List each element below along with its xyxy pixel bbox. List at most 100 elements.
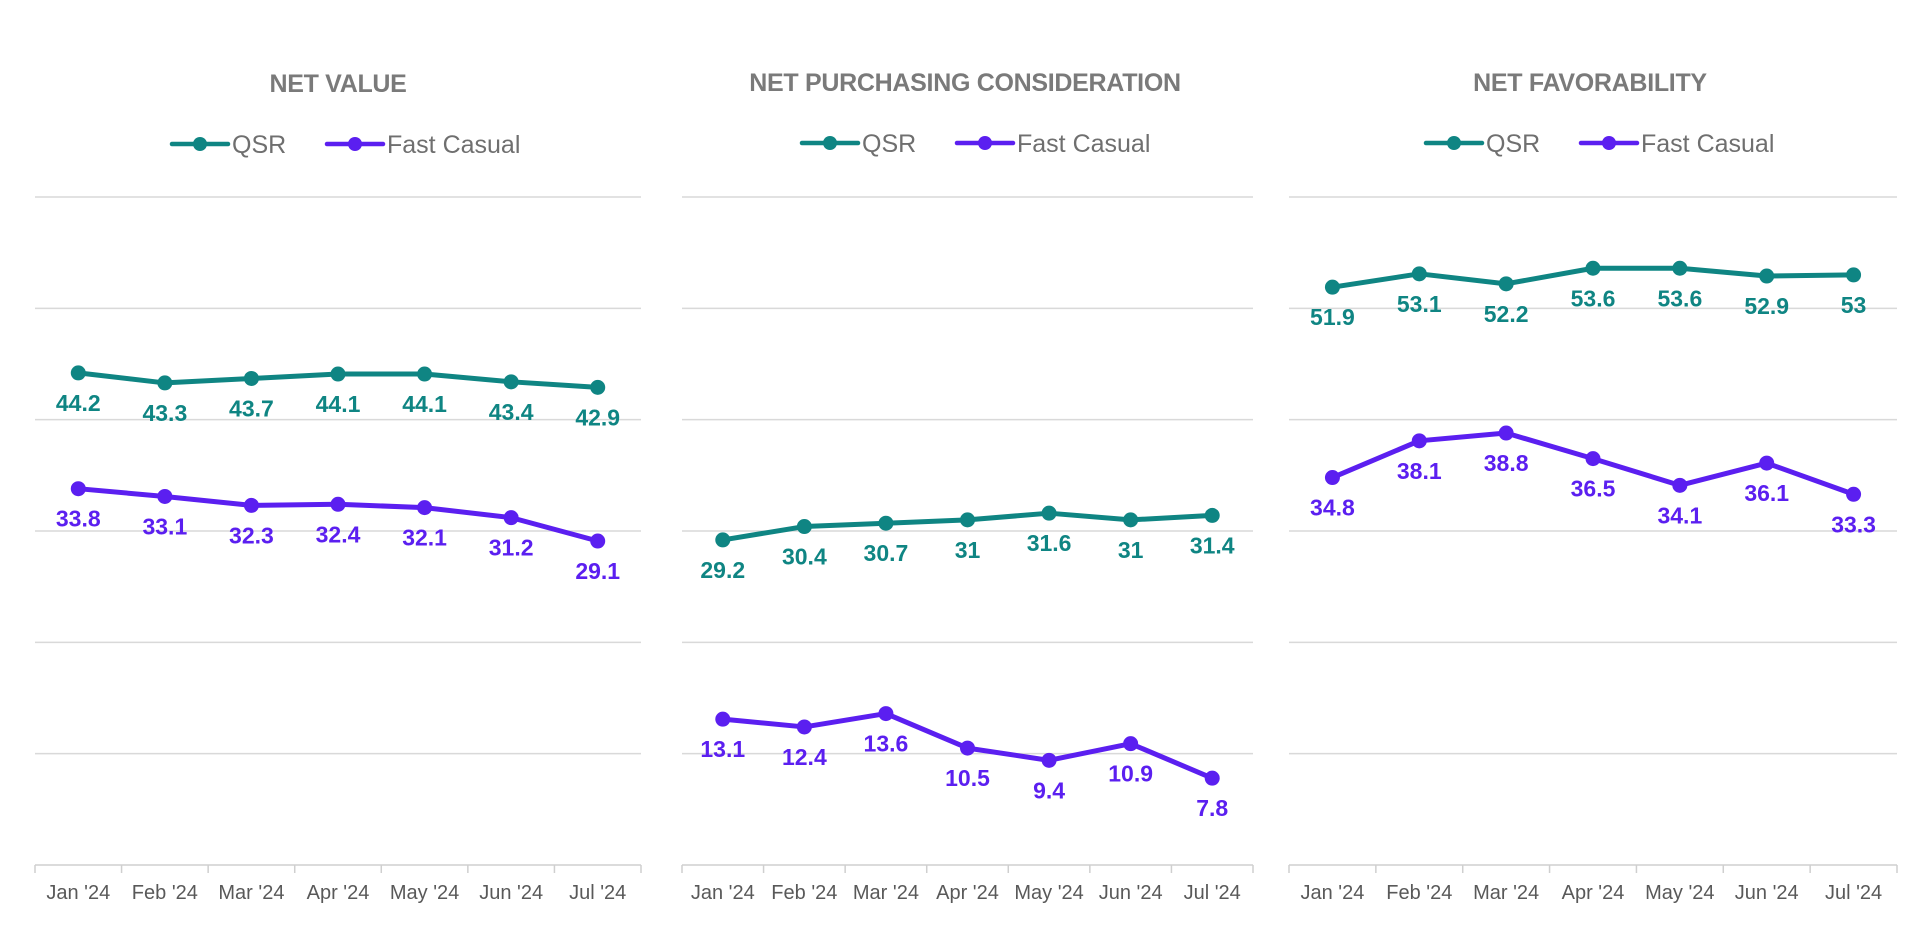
- data-point: [715, 532, 731, 548]
- x-tick-label: Apr '24: [1562, 882, 1625, 904]
- x-tick-label: Apr '24: [936, 882, 999, 904]
- data-label: 43.3: [142, 400, 187, 426]
- data-label: 30.4: [782, 544, 827, 570]
- x-tick-label: Jun '24: [479, 882, 543, 904]
- gridlines: [682, 196, 1253, 755]
- x-tick-label: Mar '24: [218, 882, 284, 904]
- data-point: [1672, 477, 1688, 493]
- x-tick-label: Jan '24: [1300, 882, 1364, 904]
- legend-item-fast-casual: Fast Casual: [1578, 130, 1774, 158]
- data-point: [243, 370, 259, 386]
- x-tick-label: May '24: [390, 882, 459, 904]
- data-point: [1846, 267, 1862, 283]
- data-point: [1759, 268, 1775, 284]
- data-label: 30.7: [864, 540, 909, 566]
- legend-dot-marker: [1602, 136, 1616, 150]
- legend-label: QSR: [862, 130, 916, 158]
- x-tick-label: Feb '24: [1386, 882, 1452, 904]
- data-label: 53.6: [1657, 285, 1702, 311]
- chart-panel-net-favorability: NET FAVORABILITY QSR Fast Casual Jan '24 F…: [1288, 69, 1898, 904]
- series-qsr: 44.2 43.3 43.7 44.1 44.1 43.4 42.9: [56, 365, 620, 430]
- data-label: 31: [1118, 537, 1144, 563]
- series-layer: 44.2 43.3 43.7 44.1 44.1 43.4 42.9 33.8 33.1 32.3…: [56, 365, 620, 584]
- data-label: 32.4: [316, 521, 361, 547]
- data-label: 32.3: [229, 522, 274, 548]
- data-point: [1123, 736, 1139, 752]
- gridlines: [1289, 196, 1897, 755]
- data-point: [796, 519, 812, 535]
- data-label: 52.9: [1744, 293, 1789, 319]
- x-tick-label: Apr '24: [307, 882, 370, 904]
- data-point: [1041, 505, 1057, 521]
- data-point: [1204, 770, 1220, 786]
- legend-label: QSR: [1486, 130, 1540, 158]
- data-point: [243, 497, 259, 513]
- data-label: 13.1: [700, 736, 745, 762]
- gridlines: [35, 196, 641, 755]
- data-point: [503, 374, 519, 390]
- x-axis: Jan '24 Feb '24 Mar '24 Apr '24 May '24 Jun '…: [1288, 864, 1898, 904]
- legend: QSR Fast Casual: [169, 131, 520, 159]
- data-point: [70, 481, 86, 497]
- chart-title: NET FAVORABILITY: [1473, 69, 1707, 97]
- series-fast-casual: 34.8 38.1 38.8 36.5 34.1 36.1 33.3: [1310, 425, 1876, 537]
- data-point: [70, 365, 86, 381]
- x-tick-label: Jul '24: [1184, 882, 1241, 904]
- data-point: [1204, 507, 1220, 523]
- data-label: 34.1: [1657, 502, 1702, 528]
- data-point: [1498, 276, 1514, 292]
- legend-label: QSR: [232, 131, 286, 159]
- x-tick-label: May '24: [1014, 882, 1083, 904]
- data-point: [157, 375, 173, 391]
- series-qsr: 51.9 53.1 52.2 53.6 53.6 52.9 53: [1310, 260, 1866, 330]
- data-point: [330, 366, 346, 382]
- data-point: [878, 515, 894, 531]
- data-label: 12.4: [782, 744, 827, 770]
- data-label: 31.4: [1190, 532, 1235, 558]
- data-point: [330, 496, 346, 512]
- x-tick-label: Mar '24: [853, 882, 919, 904]
- data-label: 9.4: [1033, 777, 1065, 803]
- data-label: 43.7: [229, 395, 274, 421]
- data-point: [417, 500, 433, 516]
- data-point: [715, 711, 731, 727]
- data-label: 42.9: [575, 404, 620, 430]
- data-point: [590, 533, 606, 549]
- x-tick-label: Feb '24: [771, 882, 837, 904]
- data-label: 44.1: [402, 391, 447, 417]
- x-tick-label: May '24: [1645, 882, 1714, 904]
- data-label: 33.3: [1831, 511, 1876, 537]
- data-point: [960, 740, 975, 756]
- x-tick-label: Jan '24: [46, 882, 110, 904]
- legend-dot-marker: [348, 137, 362, 151]
- x-tick-label: Jan '24: [691, 882, 755, 904]
- data-label: 38.8: [1484, 450, 1529, 476]
- series-layer: 29.2 30.4 30.7 31 31.6 31 31.4 13.1 12.4 13.6 10.5…: [700, 505, 1235, 821]
- legend-dot-marker: [193, 137, 207, 151]
- data-label: 29.1: [575, 558, 620, 584]
- data-label: 32.1: [402, 525, 447, 551]
- chart-title: NET VALUE: [269, 70, 406, 98]
- series-fast-casual: 33.8 33.1 32.3 32.4 32.1 31.2 29.1: [56, 481, 620, 584]
- legend-item-qsr: QSR: [1423, 130, 1540, 158]
- series-qsr: 29.2 30.4 30.7 31 31.6 31 31.4: [700, 505, 1235, 583]
- data-point: [1846, 486, 1862, 502]
- data-label: 31.2: [489, 535, 534, 561]
- legend-dot-marker: [823, 136, 837, 150]
- x-axis: Jan '24 Feb '24 Mar '24 Apr '24 May '24 Jun '…: [681, 864, 1254, 904]
- data-point: [1759, 455, 1775, 471]
- chart-panel-net-purchasing-consideration: NET PURCHASING CONSIDERATION QSR Fast Cas…: [681, 69, 1254, 904]
- data-point: [157, 488, 173, 504]
- data-point: [1498, 425, 1514, 441]
- data-label: 29.2: [700, 557, 745, 583]
- data-point: [960, 512, 975, 528]
- data-label: 38.1: [1397, 458, 1442, 484]
- data-label: 10.5: [945, 765, 990, 791]
- series-fast-casual: 13.1 12.4 13.6 10.5 9.4 10.9 7.8: [700, 706, 1228, 821]
- data-point: [503, 510, 519, 526]
- chart-title: NET PURCHASING CONSIDERATION: [749, 69, 1180, 97]
- data-point: [1411, 433, 1427, 449]
- legend-item-fast-casual: Fast Casual: [324, 131, 520, 159]
- data-label: 36.5: [1571, 476, 1616, 502]
